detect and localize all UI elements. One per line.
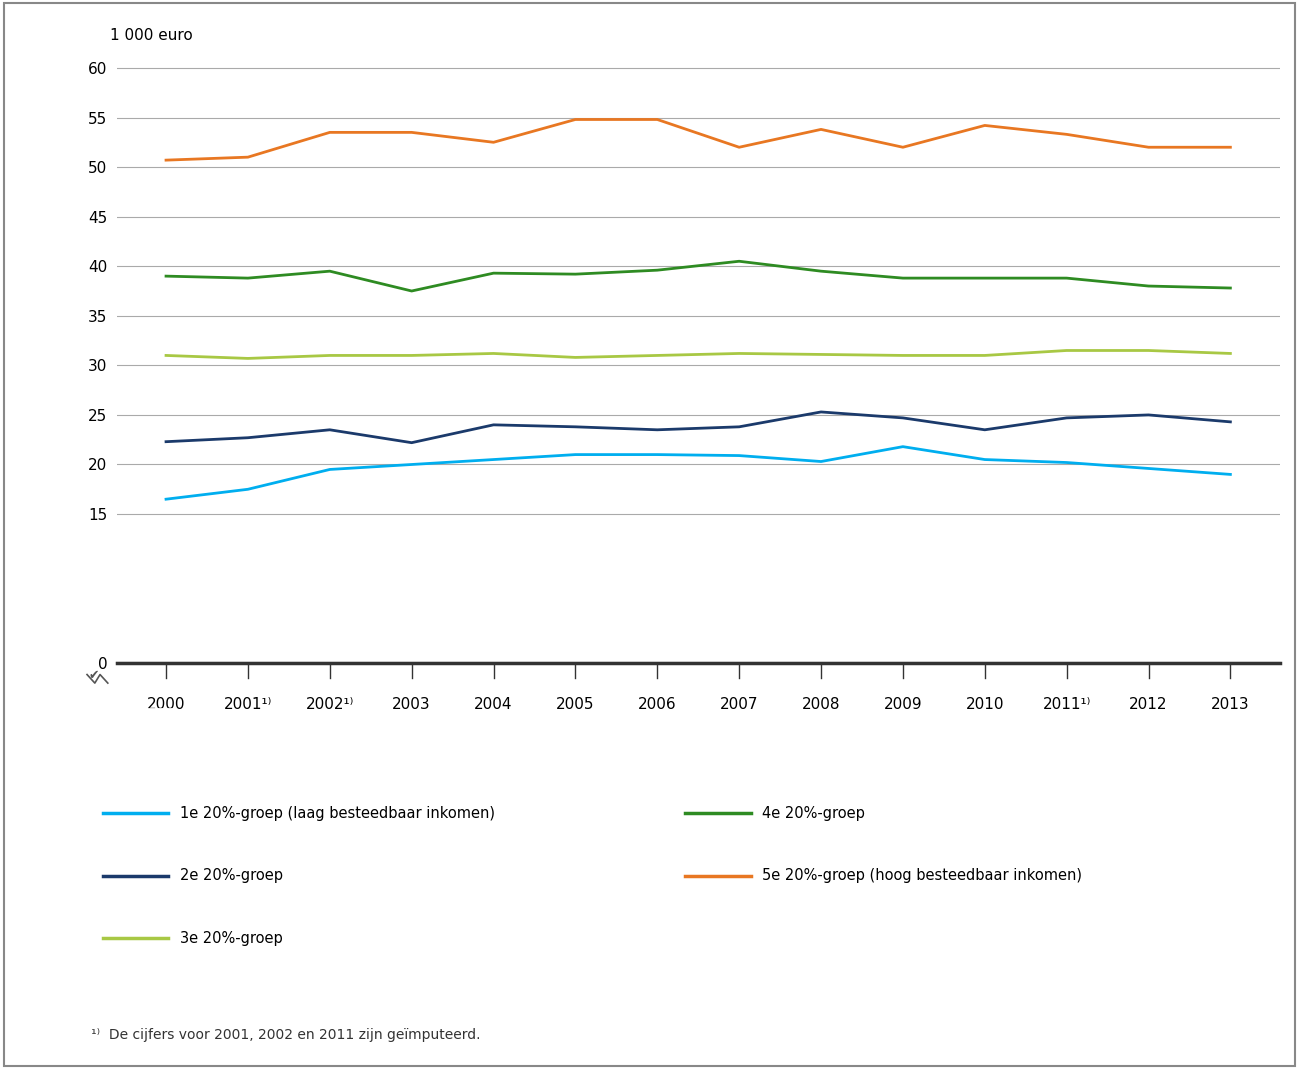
Text: 2004: 2004 — [474, 697, 513, 712]
Text: 5e 20%-groep (hoog besteedbaar inkomen): 5e 20%-groep (hoog besteedbaar inkomen) — [763, 868, 1082, 883]
Text: 1e 20%-groep (laag besteedbaar inkomen): 1e 20%-groep (laag besteedbaar inkomen) — [181, 806, 495, 821]
Text: 2000: 2000 — [147, 697, 186, 712]
Text: 2010: 2010 — [965, 697, 1004, 712]
Text: 2012: 2012 — [1129, 697, 1168, 712]
Text: 4e 20%-groep: 4e 20%-groep — [763, 806, 865, 821]
Text: 2e 20%-groep: 2e 20%-groep — [181, 868, 283, 883]
Text: 2013: 2013 — [1211, 697, 1250, 712]
Text: 2008: 2008 — [801, 697, 840, 712]
Text: 2003: 2003 — [392, 697, 431, 712]
Text: 2001¹⁾: 2001¹⁾ — [223, 697, 271, 712]
Text: ¹⁾  De cijfers voor 2001, 2002 en 2011 zijn geïmputeerd.: ¹⁾ De cijfers voor 2001, 2002 en 2011 zi… — [91, 1028, 481, 1042]
Text: 2006: 2006 — [638, 697, 677, 712]
Text: 2011¹⁾: 2011¹⁾ — [1043, 697, 1091, 712]
Text: 2007: 2007 — [720, 697, 759, 712]
Text: 3e 20%-groep: 3e 20%-groep — [181, 931, 283, 946]
Text: 2005: 2005 — [556, 697, 595, 712]
Text: 1 000 euro: 1 000 euro — [110, 28, 194, 43]
Text: 2009: 2009 — [883, 697, 922, 712]
Text: ✔: ✔ — [88, 669, 99, 682]
Text: 2002¹⁾: 2002¹⁾ — [305, 697, 353, 712]
